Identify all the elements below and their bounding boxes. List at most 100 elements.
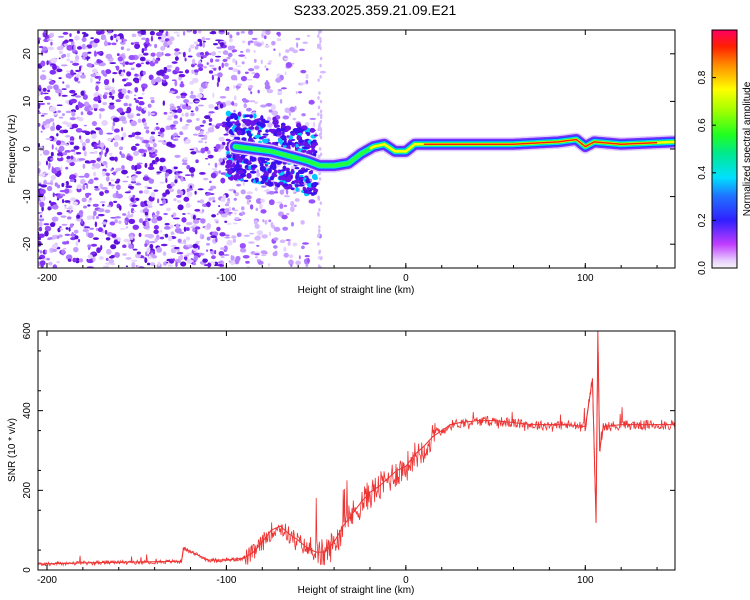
spectrogram-speckle [228, 38, 233, 43]
spectrogram-speckle [266, 89, 274, 94]
spectrogram-speckle [49, 125, 56, 132]
spectrogram-speckle [80, 218, 84, 225]
spectrogram-speckle [210, 30, 217, 35]
spectrogram-speckle [211, 168, 218, 171]
spectrogram-speckle [94, 186, 99, 189]
spectrogram-speckle [236, 65, 242, 67]
spectrogram-blob [274, 141, 279, 145]
spectrogram-speckle [132, 210, 137, 213]
spectrogram-speckle [126, 71, 132, 77]
spectrogram-speckle [70, 155, 74, 160]
spectrogram-speckle [208, 111, 215, 114]
spectrogram-speckle [283, 252, 289, 258]
spectrogram-speckle [253, 49, 256, 53]
spectrogram-speckle [191, 64, 195, 68]
spectrogram-speckle [131, 33, 137, 38]
spectrogram-blob [234, 136, 241, 140]
spectrogram-speckle [219, 42, 225, 46]
snr-ticks: -200 -100 0 100 0 200 400 600 [22, 322, 675, 586]
spectrogram-speckle [134, 79, 140, 84]
spectrogram-speckle [96, 81, 101, 84]
spectrogram-blob [247, 160, 251, 165]
spectrogram-speckle [243, 234, 250, 237]
spectrogram-speckle [106, 132, 113, 135]
spectrogram-speckle [121, 127, 124, 132]
spectrogram-speckle [105, 248, 112, 255]
spectrogram-speckle [155, 162, 158, 165]
spectrogram-speckle [41, 50, 44, 56]
spectrogram-speckle [159, 127, 165, 133]
spectrogram-speckle [292, 117, 297, 121]
spectrogram-speckle [75, 69, 81, 73]
spectrogram-speckle [92, 256, 96, 262]
spectrogram-speckle [114, 180, 120, 184]
spectrogram-speckle [301, 113, 306, 117]
spectrogram-speckle [253, 65, 260, 70]
spectrogram-speckle [69, 136, 75, 142]
spectrogram-speckle [149, 136, 155, 140]
spectrogram-speckle [256, 172, 261, 177]
spectrogram-speckle [96, 157, 101, 162]
spectrogram-speckle [169, 111, 173, 114]
spectrogram-speckle [186, 164, 191, 170]
spectrogram-speckle [268, 109, 273, 113]
spectrogram-speckle [192, 30, 197, 35]
spectrogram-speckle [140, 201, 145, 207]
spectrogram-speckle [51, 243, 59, 249]
spectrogram-blob [227, 164, 235, 168]
spectrogram-speckle [74, 35, 80, 41]
spectrogram-speckle [166, 68, 172, 73]
spectrogram-speckle [115, 167, 122, 172]
spectrogram-speckle [192, 219, 200, 224]
spectrogram-speckle [196, 218, 201, 220]
spectrogram-speckle [220, 197, 226, 203]
spectrogram-speckle [240, 211, 246, 216]
spectrogram-speckle [95, 127, 102, 131]
spectrogram-speckle [118, 220, 122, 224]
spectrogram-speckle [66, 52, 71, 58]
snr-point [599, 449, 601, 452]
colorbar: 0.0 0.2 0.4 0.6 0.8 Normalized spectral ampl… [697, 29, 750, 275]
spectrogram-speckle [228, 212, 233, 214]
spectrogram-speckle [70, 69, 74, 76]
spectrogram-blob [313, 134, 318, 137]
spectrogram-blob [281, 130, 285, 137]
spectrogram-speckle [248, 200, 252, 202]
spectrogram-speckle [136, 251, 141, 255]
spectrogram-speckle [153, 189, 159, 192]
spectrogram-speckle [232, 58, 236, 64]
spectrogram-speckle [91, 166, 96, 170]
spectrogram-speckle [94, 51, 97, 57]
spectrogram-speckle [153, 142, 157, 148]
spectrogram-speckle [305, 263, 309, 267]
spectrogram-speckle [242, 99, 250, 103]
snr-point [243, 557, 245, 559]
spectrogram-speckle [233, 84, 236, 89]
spectrogram-speckle [69, 89, 76, 94]
snr-point [279, 525, 281, 527]
spectrogram-blob [263, 170, 268, 177]
spectrogram-speckle [301, 245, 305, 250]
spectrogram-speckle [215, 55, 222, 58]
spectrogram-speckle [265, 67, 269, 71]
spectrogram-speckle [298, 255, 301, 260]
spectrogram-speckle [135, 63, 142, 68]
spectrogram-streak-speckle [319, 46, 322, 51]
spectrogram-speckle [58, 57, 61, 60]
spectrogram-speckle [207, 154, 214, 159]
spectrogram-speckle [69, 161, 75, 167]
spectrogram-speckle [38, 143, 41, 148]
spectrogram-speckle [254, 223, 260, 229]
spectrogram-speckle [172, 127, 177, 130]
spectrogram-speckle [38, 45, 44, 49]
spectrogram-speckle [73, 229, 79, 234]
spectrogram-speckle [129, 113, 135, 116]
spectrogram-speckle [289, 263, 293, 267]
spectrogram-speckle [91, 133, 97, 140]
spectrogram-speckle [48, 200, 52, 204]
spectrogram-speckle [84, 58, 87, 61]
spectrogram-blob [248, 165, 252, 170]
spectrogram-speckle [205, 81, 208, 87]
snr-point [378, 485, 380, 487]
spectrogram-speckle [181, 217, 187, 223]
